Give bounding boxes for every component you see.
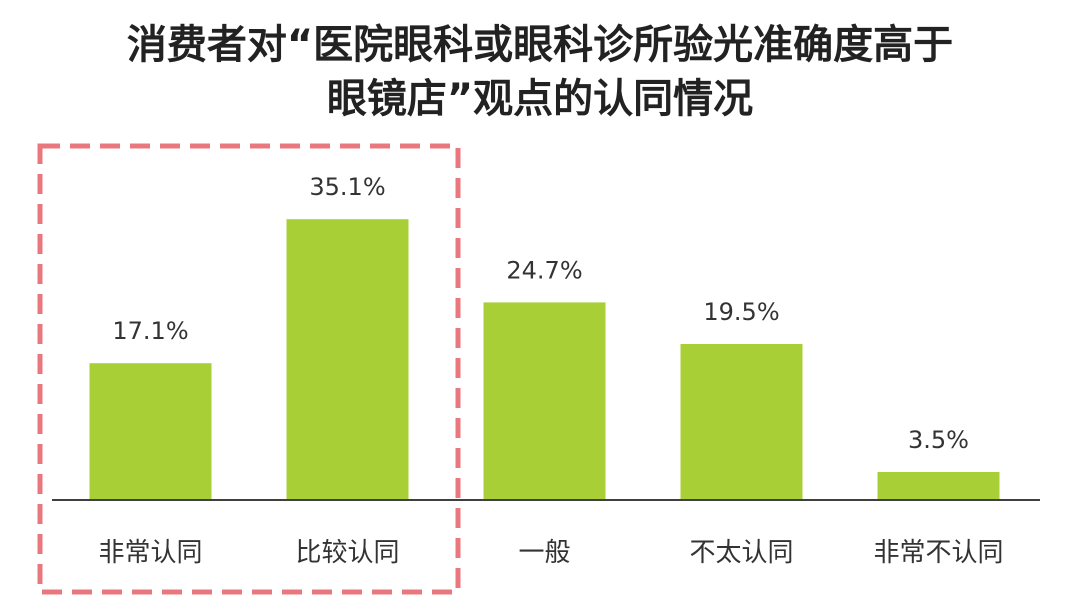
bar-3 <box>483 302 606 500</box>
chart-title-line-1: 消费者对“医院眼科或眼科诊所验光准确度高于 <box>126 22 954 68</box>
category-label-3: 一般 <box>518 538 570 568</box>
value-label-4: 19.5% <box>703 298 779 326</box>
chart-title-line-2: 眼镜店”观点的认同情况 <box>326 76 754 122</box>
value-label-1: 17.1% <box>112 317 188 345</box>
chart-title: 消费者对“医院眼科或眼科诊所验光准确度高于 眼镜店”观点的认同情况 <box>0 18 1080 126</box>
bar-1 <box>89 363 212 500</box>
category-label-2: 比较认同 <box>295 538 399 568</box>
category-label-4: 不太认同 <box>689 538 793 568</box>
category-label-5: 非常不认同 <box>873 538 1003 568</box>
bar-5 <box>877 472 1000 500</box>
bars-layer <box>89 219 1000 500</box>
highlight-box <box>37 143 461 595</box>
value-label-5: 3.5% <box>908 426 969 454</box>
category-label-1: 非常认同 <box>98 538 202 568</box>
value-label-2: 35.1% <box>309 173 385 201</box>
labels-layer: 17.1% 非常认同 35.1% 比较认同 24.7% 一般 19.5% 不太认同 3.5% 非常… <box>98 173 1003 568</box>
value-label-3: 24.7% <box>506 256 582 284</box>
bar-4 <box>680 344 803 500</box>
bar-2 <box>286 219 409 500</box>
